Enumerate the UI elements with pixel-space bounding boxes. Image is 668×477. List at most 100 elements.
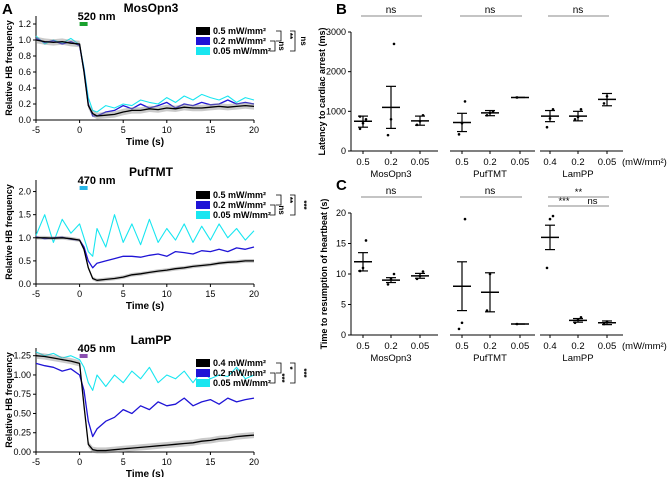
x-tick-label: 0.05 (411, 157, 430, 168)
y-tick-label: 0.00 (13, 447, 31, 457)
x-tick-label: 15 (205, 125, 215, 135)
x-tick-label: 0.2 (571, 341, 584, 352)
x-tick-label: 5 (121, 125, 126, 135)
signif-bracket (290, 30, 296, 52)
x-axis-label: Time (s) (126, 137, 164, 148)
y-tick-label: 0.6 (18, 67, 31, 77)
y-axis-label: Relative HB frequency (4, 20, 14, 116)
panel-label-a-text: A (2, 1, 13, 18)
data-point (579, 108, 583, 111)
series-line (35, 35, 255, 113)
y-tick-label: 2.0 (18, 187, 31, 197)
x-tick-label: 0.2 (384, 341, 397, 352)
legend-label: 0.2 mW/mm² (213, 200, 266, 210)
chart-puftmt-traces: PufTMT 470 nm 0.0 0.5 1.0 1.5 2.0 -5 0 5 10 15 20 Tim… (4, 165, 308, 312)
y-axis-label: Latency to cardiac arrest (ms) (317, 27, 327, 155)
y-tick-label: 0.2 (18, 99, 31, 109)
legend-label: 0.4 mW/mm² (213, 358, 266, 368)
group-signif-label: ns (485, 5, 496, 16)
legend-swatch (196, 201, 210, 209)
comparison-label: *** (558, 196, 569, 207)
signif-label: ns (299, 36, 308, 46)
stimulus-bar (79, 186, 88, 190)
y-tick-label: 0.0 (18, 115, 31, 125)
x-tick-label: 0 (77, 125, 82, 135)
series-line (35, 355, 255, 452)
series-line (35, 214, 255, 257)
data-point (463, 100, 467, 103)
x-tick-label: 20 (249, 125, 259, 135)
y-tick-label: 0 (341, 330, 346, 340)
x-tick-label: -5 (32, 125, 40, 135)
y-tick-label: 0.75 (13, 389, 31, 399)
x-tick-label: 0.05 (511, 341, 530, 352)
data-point (551, 214, 555, 218)
x-tick-label: 5 (121, 457, 126, 467)
panel-label-c-text: C (336, 177, 347, 194)
comparison-label: ns (587, 196, 597, 207)
legend-swatch (196, 379, 210, 387)
y-tick-label: 3000 (326, 27, 346, 37)
x-tick-label: -5 (32, 289, 40, 299)
y-tick-label: 1.00 (13, 370, 31, 380)
x-tick-label: 15 (205, 457, 215, 467)
legend-label: 0.05 mW/mm² (213, 46, 271, 56)
stimulus-bar (79, 354, 88, 358)
unit-label: (mW/mm²) (622, 157, 667, 168)
x-tick-label: 0.05 (598, 157, 617, 168)
x-tick-label: 20 (249, 289, 259, 299)
signif-label: *** (299, 368, 308, 378)
x-tick-label: 0.4 (543, 157, 556, 168)
x-tick-label: 0.2 (483, 157, 496, 168)
group-label: MosOpn3 (370, 169, 411, 180)
group-signif-label: ns (386, 186, 397, 197)
y-tick-label: 1.0 (18, 233, 31, 243)
stimulus-label: 405 nm (78, 343, 116, 355)
legend-swatch (196, 369, 210, 377)
x-tick-label: 0.2 (384, 157, 397, 168)
group-signif-label: ns (485, 186, 496, 197)
group-signif-label: ns (573, 5, 584, 16)
chart-title: LamPP (131, 333, 172, 347)
signif-bracket (276, 30, 282, 42)
group-label: MosOpn3 (370, 353, 411, 364)
signif-bracket (290, 362, 296, 384)
x-tick-label: 0.2 (483, 341, 496, 352)
group-label: LamPP (562, 353, 593, 364)
data-point (545, 266, 549, 270)
x-tick-label: 5 (121, 289, 126, 299)
data-point (358, 127, 362, 131)
group-label: LamPP (562, 169, 593, 180)
y-tick-label: 0.4 (18, 83, 31, 93)
x-axis-label: Time (s) (126, 469, 164, 477)
y-tick-label: 10 (336, 269, 346, 279)
y-tick-label: 2000 (326, 67, 346, 77)
data-point (421, 270, 425, 273)
panel-label-b: B (336, 1, 347, 18)
signif-bracket (270, 204, 276, 216)
y-tick-label: 0.5 (18, 256, 31, 266)
panel-label-c: C (336, 177, 347, 194)
data-point (364, 239, 368, 242)
x-tick-label: 10 (162, 457, 172, 467)
panel-label-a: A (2, 1, 13, 18)
stimulus-label: 470 nm (78, 175, 116, 187)
x-tick-label: 0.5 (455, 341, 468, 352)
legend-swatch (196, 27, 210, 35)
x-tick-label: 0 (77, 289, 82, 299)
data-point (460, 321, 464, 325)
x-tick-label: 10 (162, 289, 172, 299)
legend-swatch (196, 359, 210, 367)
data-point (545, 125, 549, 129)
data-point (386, 283, 390, 286)
x-tick-label: 0.2 (571, 157, 584, 168)
data-point (364, 117, 368, 121)
y-tick-label: 20 (336, 208, 346, 218)
y-tick-label: 5 (341, 300, 346, 310)
data-point (457, 327, 461, 331)
signif-bracket (276, 362, 282, 374)
data-point (457, 133, 461, 136)
signif-label: ns (277, 41, 286, 51)
data-point (463, 217, 467, 221)
